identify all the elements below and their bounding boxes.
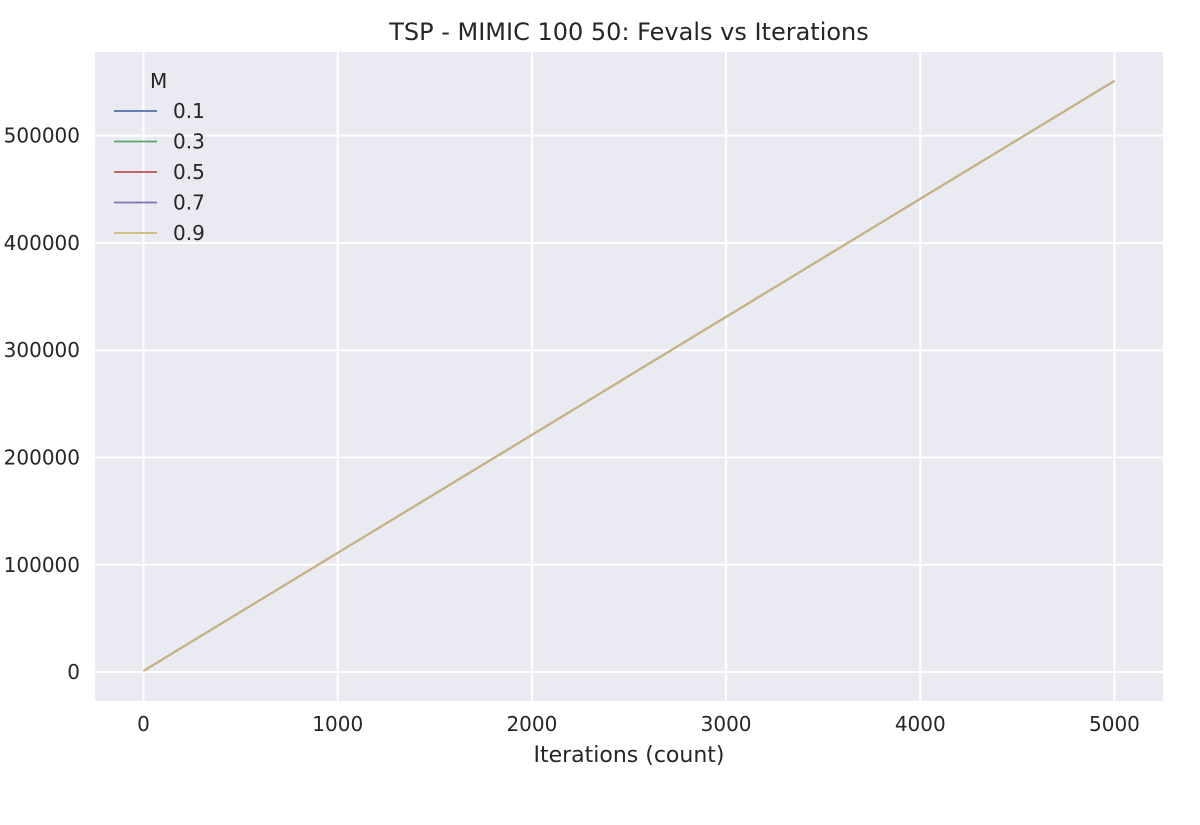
chart-title: TSP - MIMIC 100 50: Fevals vs Iterations xyxy=(388,18,869,46)
y-gridlines xyxy=(95,134,1163,674)
x-tick-label: 5000 xyxy=(1089,712,1140,736)
legend-label-0-9: 0.9 xyxy=(173,221,205,245)
y-tick-label: 500000 xyxy=(4,124,80,148)
x-tick-label: 0 xyxy=(137,712,150,736)
legend-title: M xyxy=(150,69,167,93)
y-tick-label: 0 xyxy=(67,660,80,684)
x-tick-label: 3000 xyxy=(701,712,752,736)
y-tick-label: 100000 xyxy=(4,553,80,577)
legend-label-0-7: 0.7 xyxy=(173,191,205,215)
legend-entries: 0.1 0.3 0.5 0.7 0.9 xyxy=(114,99,205,245)
legend-label-0-1: 0.1 xyxy=(173,99,205,123)
x-tick-label: 1000 xyxy=(312,712,363,736)
x-gridlines xyxy=(142,52,1116,701)
y-tick-label: 400000 xyxy=(4,231,80,255)
x-tick-label: 2000 xyxy=(506,712,557,736)
x-axis-label: Iterations (count) xyxy=(533,743,724,768)
y-tick-label: 300000 xyxy=(4,338,80,362)
x-tick-label: 4000 xyxy=(895,712,946,736)
series-lines xyxy=(143,80,1115,672)
y-tick-labels: 0 100000 200000 300000 400000 500000 xyxy=(4,124,80,684)
y-tick-label: 200000 xyxy=(4,445,80,469)
x-tick-labels: 0 1000 2000 3000 4000 5000 xyxy=(137,712,1140,736)
legend: M 0.1 0.3 0.5 0.7 0.9 xyxy=(114,69,205,245)
series-line-0-9 xyxy=(143,80,1115,672)
legend-label-0-3: 0.3 xyxy=(173,130,205,154)
legend-label-0-5: 0.5 xyxy=(173,160,205,184)
